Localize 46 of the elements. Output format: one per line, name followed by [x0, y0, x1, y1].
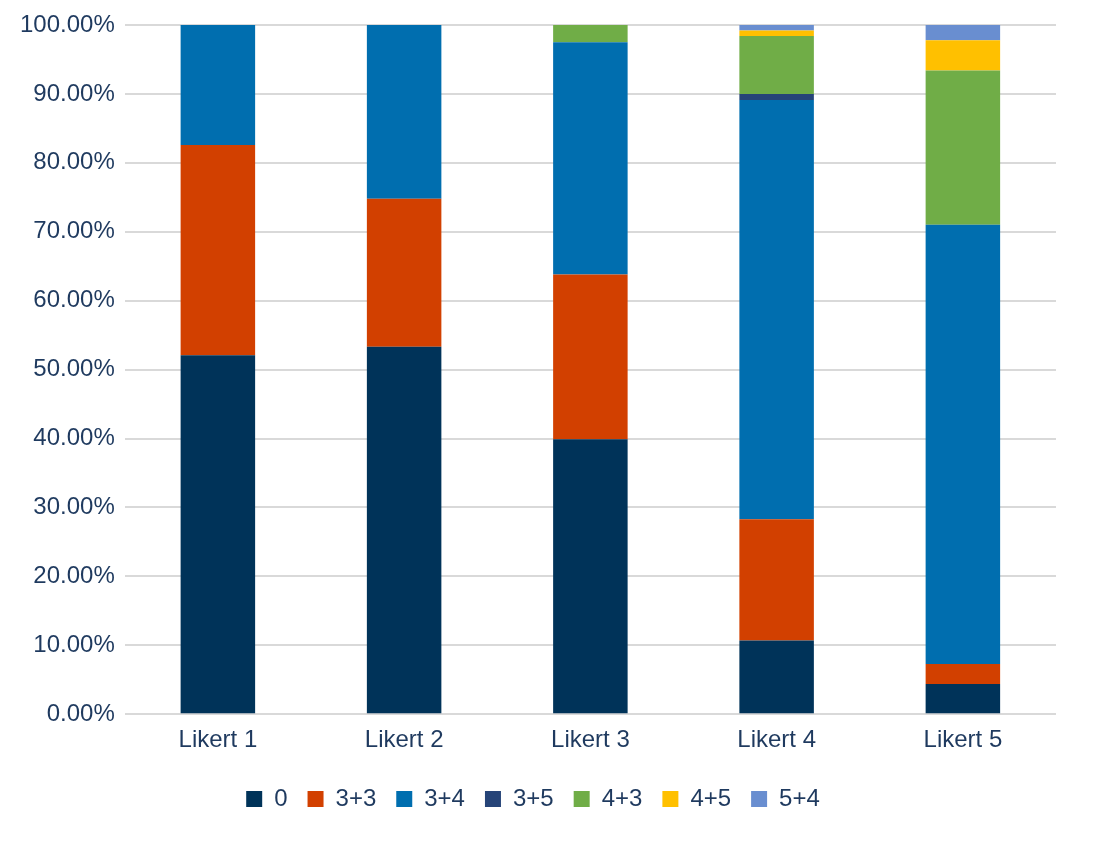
legend-label: 4+5: [690, 783, 732, 811]
bar: [739, 93, 814, 101]
y-tick-label: 70.00%: [33, 216, 115, 244]
bar: [739, 25, 814, 31]
bar: [925, 683, 1001, 714]
bar: [739, 30, 814, 37]
bar: [553, 25, 628, 43]
bar: [553, 42, 628, 275]
y-tick-label: 80.00%: [33, 147, 115, 175]
x-tick-label: Likert 3: [551, 725, 630, 753]
bar: [366, 25, 442, 199]
bar: [180, 144, 256, 356]
bar: [925, 224, 1001, 664]
y-tick-label: 40.00%: [33, 423, 115, 451]
bar: [180, 25, 256, 145]
bar: [739, 100, 814, 520]
y-tick-label: 30.00%: [33, 492, 115, 520]
y-tick-label: 10.00%: [33, 629, 115, 657]
y-tick-label: 100.00%: [20, 9, 115, 37]
bar: [925, 25, 1001, 41]
legend-label: 3+5: [512, 783, 554, 811]
y-tick-label: 50.00%: [33, 354, 115, 382]
legend-label: 5+4: [779, 783, 820, 811]
legend-label: 3+3: [335, 783, 377, 811]
y-tick-label: 90.00%: [33, 78, 115, 106]
bar: [366, 346, 442, 714]
bar: [925, 70, 1001, 225]
y-tick-label: 0.00%: [46, 698, 115, 726]
bar: [553, 439, 628, 714]
y-tick-label: 20.00%: [33, 560, 115, 588]
x-tick-label: Likert 5: [923, 725, 1003, 753]
bar: [553, 274, 628, 440]
legend-label: 4+3: [601, 783, 643, 811]
bar: [739, 640, 814, 714]
x-tick-label: Likert 2: [364, 725, 444, 753]
bar: [925, 40, 1001, 71]
x-tick-label: Likert 1: [178, 725, 258, 753]
x-tick-label: Likert 4: [737, 725, 816, 753]
bar: [366, 198, 442, 347]
y-tick-label: 60.00%: [33, 285, 115, 313]
bar: [739, 36, 814, 94]
bar: [925, 663, 1001, 684]
bar: [180, 355, 256, 714]
bar: [739, 519, 814, 641]
legend-label: 3+4: [424, 783, 465, 811]
legend-label: 0: [274, 783, 288, 811]
